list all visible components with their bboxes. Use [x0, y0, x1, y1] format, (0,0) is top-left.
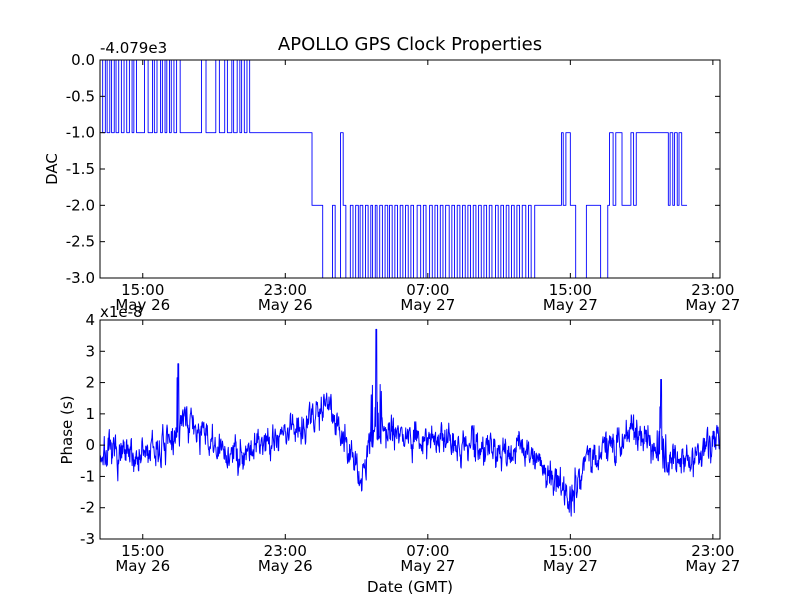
y-tick-label: -1: [80, 467, 95, 485]
phase-axes-frame: [99, 319, 721, 540]
y-tick-label: 2: [85, 374, 95, 392]
x-tick-time: 15:00: [549, 542, 592, 560]
x-tick-date: May 27: [685, 296, 740, 314]
y-tick-label: -2.0: [66, 196, 95, 214]
dac-ylabel: DAC: [43, 153, 61, 185]
x-tick-time: 07:00: [406, 542, 449, 560]
x-tick-time: 15:00: [549, 281, 592, 299]
y-tick-label: 1: [85, 405, 95, 423]
y-tick-label: -0.5: [66, 87, 95, 105]
x-tick-time: 23:00: [691, 281, 734, 299]
dac-series-line: [100, 59, 688, 279]
x-axis-label: Date (GMT): [367, 578, 453, 596]
y-tick-label: -2.5: [66, 233, 95, 251]
x-tick-date: May 27: [400, 296, 455, 314]
phase-series: [99, 328, 721, 517]
phase-offset-label: x1e-8: [100, 303, 143, 321]
y-tick-label: -3: [80, 530, 95, 548]
x-tick-date: May 26: [258, 296, 313, 314]
y-tick-label: 3: [85, 342, 95, 360]
phase-ylabel: Phase (s): [58, 395, 76, 464]
x-tick-time: 15:00: [121, 281, 164, 299]
y-tick-label: 4: [85, 311, 95, 329]
x-tick-date: May 27: [543, 296, 598, 314]
x-tick-time: 23:00: [691, 542, 734, 560]
y-tick-label: -1.0: [66, 124, 95, 142]
x-tick-date: May 27: [685, 557, 740, 575]
x-tick-date: May 26: [258, 557, 313, 575]
x-tick-time: 15:00: [121, 542, 164, 560]
x-tick-date: May 26: [115, 296, 170, 314]
y-tick-label: 0.0: [71, 51, 95, 69]
x-tick-time: 07:00: [406, 281, 449, 299]
y-tick-label: -1.5: [66, 160, 95, 178]
x-tick-time: 23:00: [264, 281, 307, 299]
y-tick-label: -3.0: [66, 269, 95, 287]
x-tick-date: May 26: [115, 557, 170, 575]
dac-offset-label: -4.079e3: [100, 39, 167, 57]
x-tick-date: May 27: [400, 557, 455, 575]
chart-title: APOLLO GPS Clock Properties: [278, 34, 542, 55]
x-tick-date: May 27: [543, 557, 598, 575]
dac-series: [100, 59, 688, 279]
y-tick-label: -2: [80, 499, 95, 517]
x-tick-time: 23:00: [264, 542, 307, 560]
y-tick-label: 0: [85, 436, 95, 454]
phase-series-line: [99, 328, 721, 517]
dac-axes-frame: [99, 59, 721, 279]
